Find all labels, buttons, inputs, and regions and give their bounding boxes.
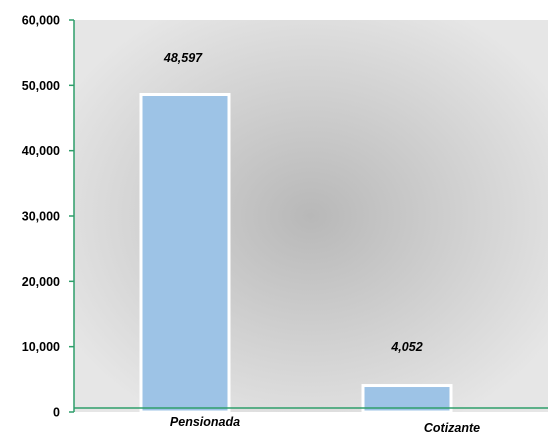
data-label: 48,597 <box>163 51 203 65</box>
y-tick-label: 40,000 <box>22 144 60 158</box>
y-tick-label: 10,000 <box>22 340 60 354</box>
category-label: Pensionada <box>170 415 240 429</box>
y-tick-label: 50,000 <box>22 79 60 93</box>
y-tick-label: 30,000 <box>22 210 60 224</box>
y-tick-label: 60,000 <box>22 14 60 28</box>
y-tick-label: 0 <box>53 406 60 420</box>
data-label: 4,052 <box>390 340 422 354</box>
y-tick-label: 20,000 <box>22 275 60 289</box>
category-label: Cotizante <box>424 421 480 435</box>
bar-pensionada <box>139 92 231 414</box>
